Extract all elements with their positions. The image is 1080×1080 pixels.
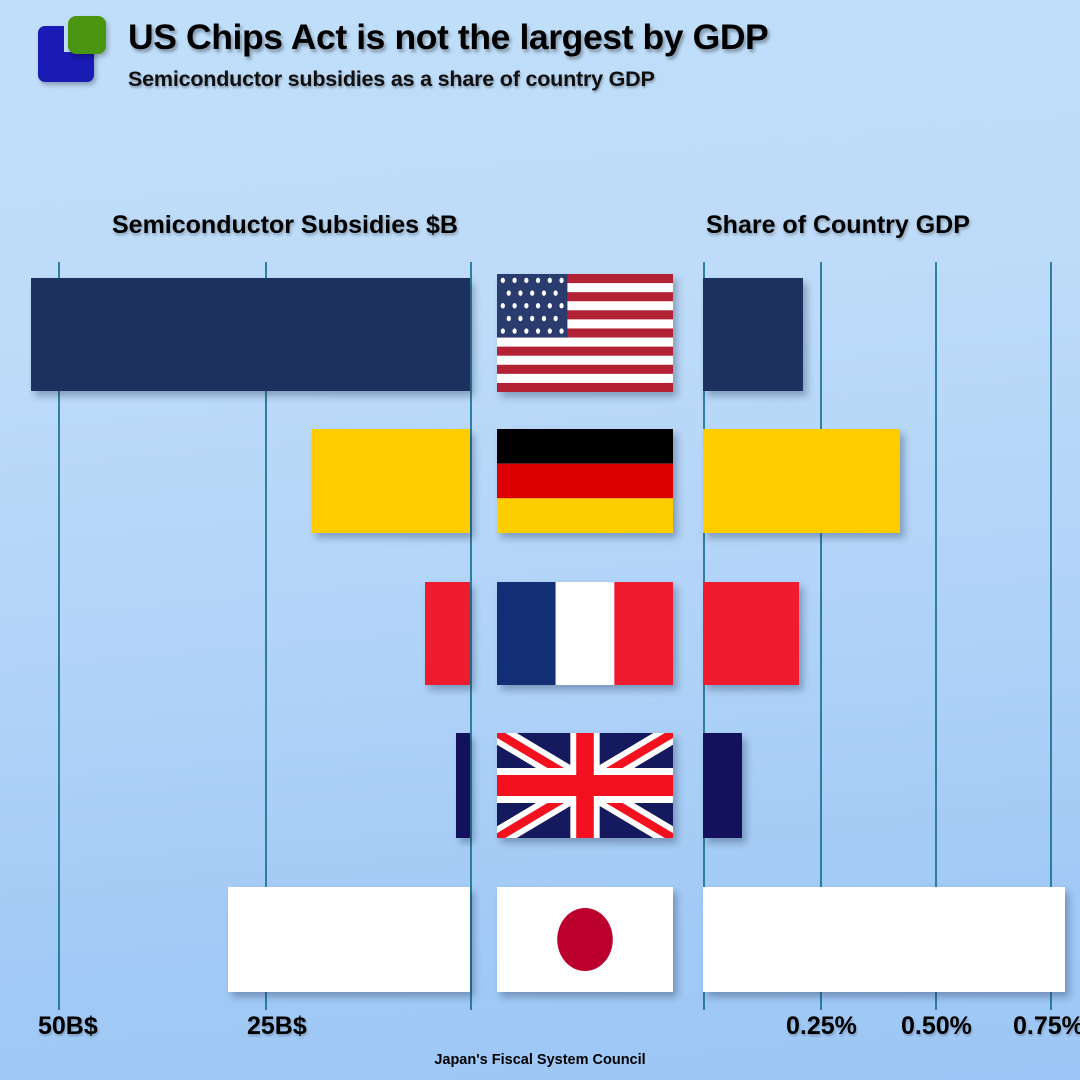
source-attribution: Japan's Fiscal System Council: [434, 1052, 646, 1068]
flag-japan-icon: [497, 887, 673, 992]
bar-left-germany: [312, 429, 470, 533]
left-panel-heading: Semiconductor Subsidies $B: [112, 211, 458, 239]
bar-left-france: [425, 582, 470, 685]
gridline-025: [820, 262, 822, 1010]
axis-tick-left-25B$: 25B$: [247, 1012, 307, 1040]
header: US Chips Act is not the largest by GDP S…: [0, 0, 1080, 110]
bar-right-japan: [703, 887, 1065, 992]
chart-plot-area: [0, 262, 1080, 1010]
flag-us-icon: [497, 274, 673, 392]
bar-right-germany: [703, 429, 900, 533]
flag-uk-icon: [497, 733, 673, 838]
gridline-25b: [265, 262, 267, 1010]
bar-right-france: [703, 582, 799, 685]
axis-tick-right-0.50%: 0.50%: [901, 1012, 972, 1040]
right-panel-heading: Share of Country GDP: [706, 211, 970, 239]
bar-left-united-kingdom: [456, 733, 470, 838]
page-title: US Chips Act is not the largest by GDP: [128, 17, 769, 57]
axis-tick-right-0.75%: 0.75%: [1013, 1012, 1080, 1040]
axis-tick-left-50B$: 50B$: [38, 1012, 98, 1040]
page-subtitle: Semiconductor subsidies as a share of co…: [128, 67, 655, 91]
bar-right-united-kingdom: [703, 733, 742, 838]
gridline-50b: [58, 262, 60, 1010]
flag-germany-icon: [497, 429, 673, 533]
bar-left-japan: [228, 887, 470, 992]
gridline-075: [1050, 262, 1052, 1010]
bar-right-united-states: [703, 278, 803, 391]
logo-icon: [38, 16, 110, 82]
gridline-050: [935, 262, 937, 1010]
bar-left-united-states: [31, 278, 470, 391]
flag-france-icon: [497, 582, 673, 685]
gridline-zero-left: [470, 262, 472, 1010]
axis-tick-right-0.25%: 0.25%: [786, 1012, 857, 1040]
logo-green-shape: [68, 16, 106, 54]
